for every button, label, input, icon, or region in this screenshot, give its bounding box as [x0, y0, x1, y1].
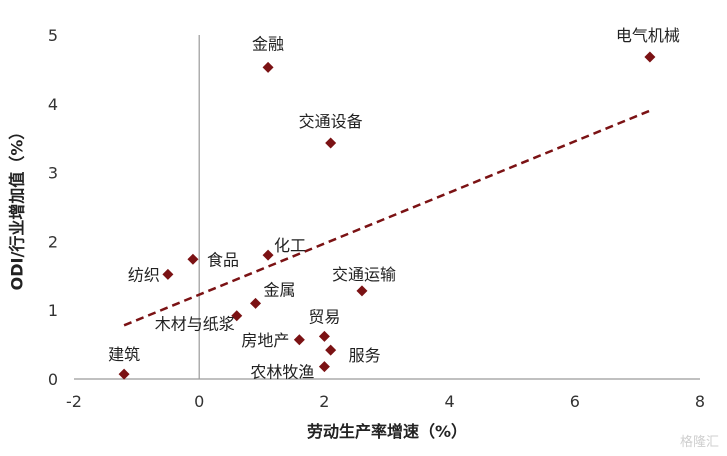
point-label: 金融: [252, 34, 284, 53]
x-axis-title: 劳动生产率增速（%）: [307, 422, 467, 441]
point-label: 农林牧渔: [250, 363, 314, 382]
watermark: 格隆汇: [679, 435, 719, 450]
data-point-marker: [293, 334, 305, 346]
y-tick-label: 2: [48, 232, 58, 251]
point-label: 纺织: [128, 265, 160, 284]
point-label: 房地产: [241, 331, 289, 350]
data-point-marker: [644, 51, 656, 63]
data-point-marker: [356, 285, 368, 297]
data-point-marker: [318, 361, 330, 373]
data-points: [118, 51, 656, 380]
point-label: 建筑: [108, 345, 140, 364]
y-tick-label: 0: [48, 370, 58, 389]
x-tick-labels: -2 0 2 4 6 8: [66, 392, 705, 411]
y-tick-labels: 0 1 2 3 4 5: [48, 26, 58, 389]
point-label: 交通运输: [332, 265, 396, 284]
y-axis-title: ODI/行业增加值（%）: [8, 124, 27, 291]
point-label: 服务: [349, 346, 381, 365]
x-tick-label: -2: [66, 392, 82, 411]
point-label: 金属: [264, 280, 296, 299]
point-label: 交通设备: [299, 112, 363, 131]
trend-line: [123, 109, 651, 327]
x-tick-label: 6: [570, 392, 580, 411]
x-tick-label: 2: [319, 392, 329, 411]
y-tick-label: 3: [48, 164, 58, 183]
point-label: 电气机械: [616, 26, 680, 45]
data-point-marker: [318, 330, 330, 342]
point-label: 食品: [207, 250, 239, 269]
x-tick-label: 4: [445, 392, 455, 411]
point-label: 木材与纸浆: [155, 315, 235, 334]
x-tick-label: 8: [695, 392, 705, 411]
data-point-marker: [262, 249, 274, 261]
data-point-marker: [325, 344, 337, 356]
y-tick-label: 4: [48, 95, 58, 114]
data-point-marker: [231, 310, 243, 322]
data-point-marker: [325, 137, 337, 149]
data-point-marker: [262, 61, 274, 73]
y-tick-label: 1: [48, 301, 58, 320]
data-point-marker: [250, 297, 262, 309]
x-tick-label: 0: [194, 392, 204, 411]
data-point-marker: [162, 268, 174, 280]
point-label: 化工: [274, 236, 306, 255]
y-tick-label: 5: [48, 26, 58, 45]
point-label: 贸易: [308, 307, 340, 326]
data-point-marker: [187, 253, 199, 265]
data-point-marker: [118, 368, 130, 380]
